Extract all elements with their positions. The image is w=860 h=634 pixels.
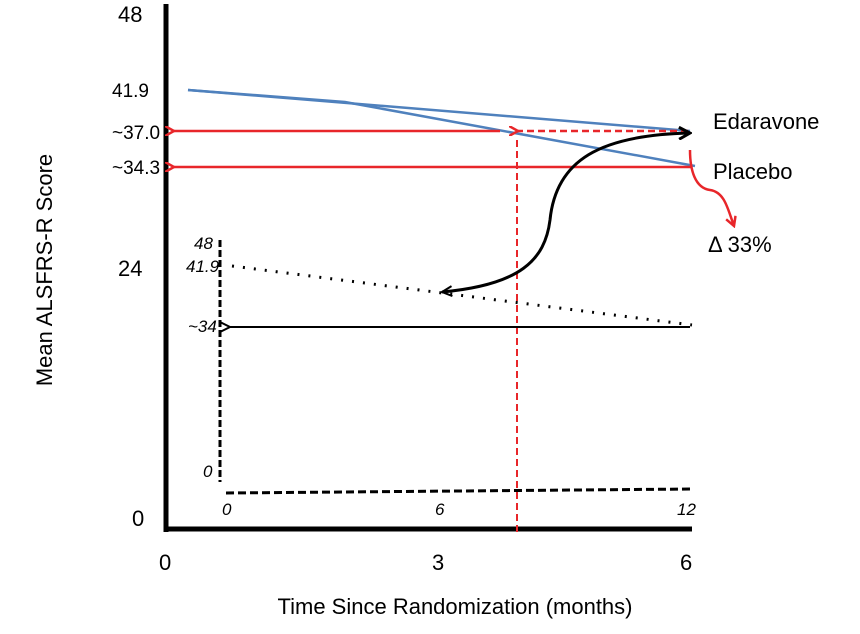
x-tick-0: 0 (159, 550, 171, 575)
inset-y-tick-0: 0 (203, 462, 213, 481)
inset-dotted-series (231, 264, 693, 327)
delta-annotation: Δ 33% (708, 232, 772, 257)
y-axis-title: Mean ALSFRS-R Score (32, 154, 57, 386)
y-annot-34.3: ~34.3 (112, 158, 160, 179)
y-tick-0: 0 (132, 506, 144, 531)
y-tick-24: 24 (118, 256, 142, 281)
y-annot-41.9: 41.9 (112, 81, 149, 102)
series-placebo-line (187, 88, 696, 168)
y-tick-48: 48 (118, 2, 142, 27)
s-curve-arrow (442, 133, 690, 292)
x-tick-3: 3 (432, 550, 444, 575)
inset-y-tick-48: 48 (194, 234, 213, 253)
legend-edaravone: Edaravone (713, 109, 819, 134)
x-axis-title: Time Since Randomization (months) (278, 594, 633, 619)
y-annot-37.0: ~37.0 (112, 123, 160, 144)
legend-placebo: Placebo (713, 159, 793, 184)
inset-x-tick-0: 0 (222, 500, 232, 519)
inset-x-tick-12: 12 (677, 500, 696, 519)
inset-y-annot-34: ~34 (188, 317, 217, 336)
x-tick-6: 6 (680, 550, 692, 575)
inset-y-tick-41.9: 41.9 (186, 257, 220, 276)
inset-x-axis (225, 487, 693, 495)
inset-x-tick-6: 6 (435, 500, 445, 519)
